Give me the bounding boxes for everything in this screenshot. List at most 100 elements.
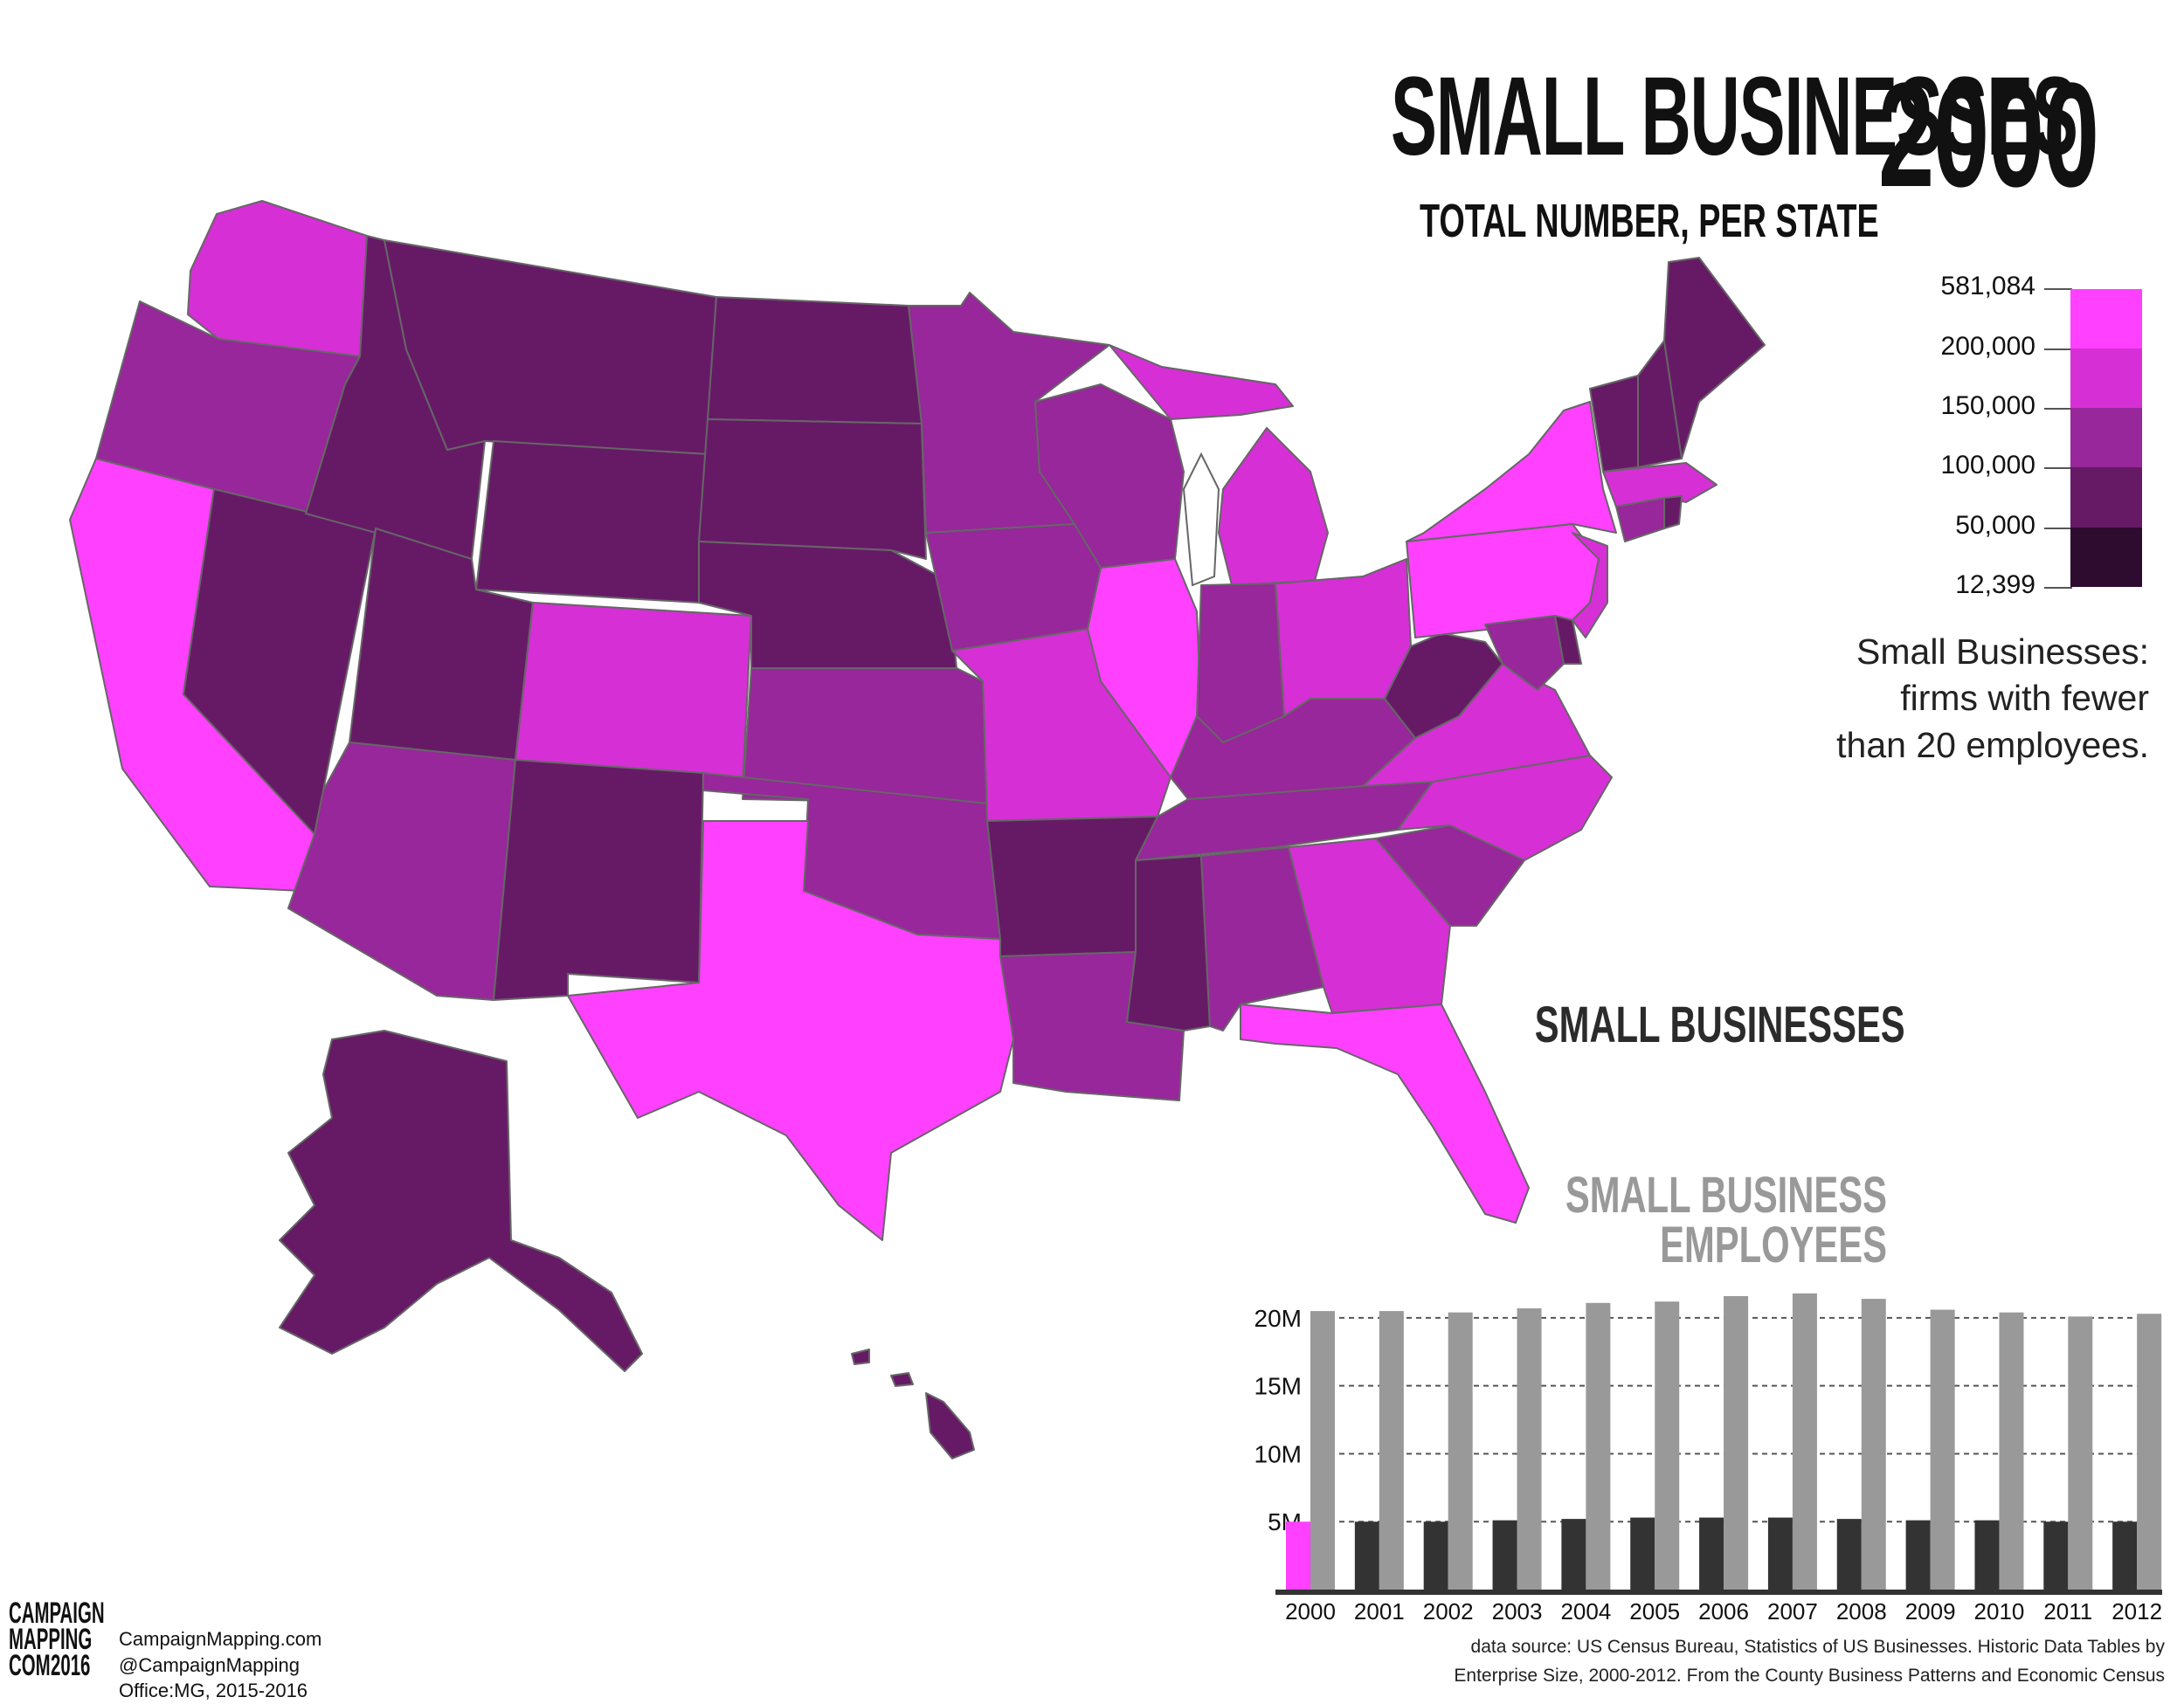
x-tick-label: 2010 <box>1974 1598 2025 1625</box>
state-maryland <box>1484 615 1565 691</box>
campaign-mapping-logo: CAMPAIGN MAPPING COM 2016 <box>9 1598 114 1686</box>
legend-swatch <box>2070 528 2142 587</box>
logo-text: COM <box>9 1649 51 1682</box>
bar-small-businesses <box>2043 1521 2069 1590</box>
legend-swatch <box>2070 348 2142 408</box>
bar-employees <box>1586 1302 1611 1590</box>
bar-employees <box>1448 1312 1473 1590</box>
bar-small-businesses <box>1492 1520 1517 1590</box>
legend-swatch <box>2070 408 2142 467</box>
state-new-york <box>1406 401 1617 542</box>
logo-text: CAMPAIGN <box>9 1597 105 1630</box>
bar-employees <box>1792 1293 1817 1590</box>
bar-small-businesses <box>1423 1521 1448 1590</box>
bar-employees <box>1724 1296 1749 1590</box>
source-line: Enterprise Size, 2000-2012. From the Cou… <box>1454 1665 2165 1686</box>
legend-label: 581,084 <box>1940 272 2035 300</box>
map-year: 2000 <box>1878 52 2099 218</box>
x-tick-label: 2006 <box>1698 1598 1749 1625</box>
credit-handle: @CampaignMapping <box>119 1653 301 1676</box>
y-tick-label: 10M <box>1254 1440 1302 1467</box>
state-new-jersey <box>1572 532 1608 638</box>
series-label-employees: SMALL BUSINESS <box>1565 1167 1887 1224</box>
x-tick-label: 2012 <box>2111 1598 2162 1625</box>
legend-label: 100,000 <box>1940 451 2035 479</box>
state-mississippi <box>1126 855 1211 1031</box>
bar-small-businesses <box>1630 1517 1655 1590</box>
state-massachusetts <box>1602 462 1717 507</box>
state-west-virginia <box>1384 632 1503 739</box>
state-wyoming <box>475 440 708 604</box>
note-line: firms with fewer <box>1900 678 2149 719</box>
legend-label: 12,399 <box>1955 570 2035 599</box>
logo-year: 2016 <box>51 1649 91 1682</box>
x-tick-label: 2003 <box>1492 1598 1543 1625</box>
logo-text: MAPPING <box>9 1623 93 1656</box>
credit-site: CampaignMapping.com <box>119 1628 322 1650</box>
state-new-mexico <box>493 759 704 1001</box>
bar-small-businesses <box>1561 1519 1586 1590</box>
legend-tick <box>2044 348 2072 350</box>
state-rhode-island <box>1663 495 1683 529</box>
bar-small-businesses <box>2112 1521 2138 1590</box>
legend-tick <box>2044 288 2072 290</box>
state-arkansas <box>986 816 1158 957</box>
x-tick-label: 2002 <box>1423 1598 1474 1625</box>
state-maine <box>1663 257 1766 459</box>
x-tick-label: 2004 <box>1560 1598 1611 1625</box>
credits: CampaignMapping.com @CampaignMapping Off… <box>119 1626 321 1704</box>
state-south-dakota <box>698 418 927 560</box>
state-washington <box>187 200 368 357</box>
note-line: Small Businesses: <box>1856 631 2149 672</box>
series-label-employees: EMPLOYEES <box>1660 1217 1887 1273</box>
bar-employees <box>2137 1314 2162 1590</box>
state-delaware <box>1554 615 1582 665</box>
bar-small-businesses <box>1767 1517 1793 1590</box>
bar-small-businesses <box>1905 1520 1931 1590</box>
definition-note: Small Businesses: firms with fewer than … <box>1747 629 2149 769</box>
bar-employees <box>1930 1309 1955 1590</box>
legend-tick <box>2044 467 2072 469</box>
bar-small-businesses <box>1974 1520 2000 1590</box>
series-label-small-businesses: SMALL BUSINESSES <box>1534 997 1905 1053</box>
bar-employees <box>1379 1311 1404 1590</box>
bar-employees <box>1999 1312 2024 1590</box>
lake-michigan <box>1182 452 1220 587</box>
state-florida <box>1240 1004 1530 1224</box>
y-tick-label: 20M <box>1254 1305 1302 1332</box>
source-line: data source: US Census Bureau, Statistic… <box>1470 1637 2165 1657</box>
state-north-dakota <box>707 296 923 424</box>
bar-employees <box>1517 1308 1542 1590</box>
bar-employees <box>2068 1316 2093 1590</box>
credit-office: Office:MG, 2015-2016 <box>119 1680 308 1702</box>
legend-swatch <box>2070 289 2142 348</box>
x-tick-label: 2000 <box>1285 1598 1336 1625</box>
state-alaska <box>279 1030 643 1372</box>
state-south-carolina <box>1375 824 1525 927</box>
legend-tick <box>2044 408 2072 410</box>
bar-employees <box>1310 1311 1335 1590</box>
state-colorado <box>515 602 752 787</box>
legend-swatch <box>2070 467 2142 528</box>
legend-tick <box>2044 528 2072 529</box>
legend-label: 50,000 <box>1955 511 2035 540</box>
bar-small-businesses <box>1354 1521 1379 1590</box>
legend-label: 150,000 <box>1940 391 2035 420</box>
bar-small-businesses <box>1699 1517 1724 1590</box>
x-tick-label: 2005 <box>1629 1598 1680 1625</box>
bar-small-businesses <box>1836 1519 1862 1590</box>
state-texas <box>567 820 1014 1241</box>
x-tick-label: 2011 <box>2043 1598 2092 1625</box>
x-tick-label: 2009 <box>1905 1598 1956 1625</box>
state-hawaii <box>851 1349 975 1459</box>
legend-label: 200,000 <box>1940 332 2035 361</box>
x-tick-label: 2001 <box>1354 1598 1405 1625</box>
legend-tick <box>2044 587 2072 589</box>
bar-small-businesses <box>1286 1521 1310 1590</box>
state-indiana <box>1196 583 1285 743</box>
y-tick-label: 15M <box>1254 1373 1302 1400</box>
data-source: data source: US Census Bureau, Statistic… <box>1310 1633 2165 1690</box>
state-michigan <box>1109 344 1329 586</box>
map-subtitle: TOTAL NUMBER, PER STATE <box>1420 195 1879 247</box>
